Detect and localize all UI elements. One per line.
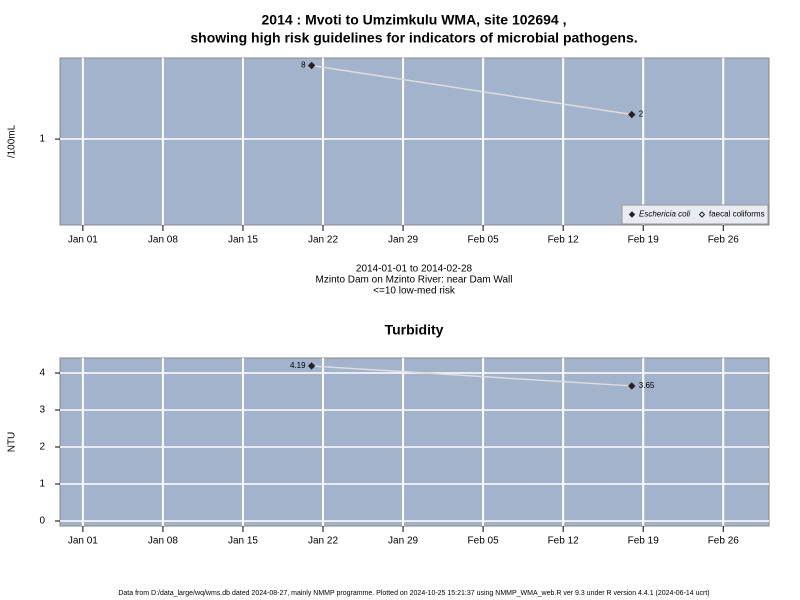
x-tick-label: Jan 01 [68, 536, 98, 547]
legend-marker [628, 211, 636, 218]
plot-area [59, 357, 770, 527]
y-tick-label: 2 [39, 442, 45, 453]
x-tick-label: Feb 12 [548, 235, 580, 246]
annotation: Mzinto Dam on Mzinto River: near Dam Wal… [316, 275, 513, 286]
data-point [307, 61, 316, 70]
x-tick-label: Feb 19 [628, 235, 660, 246]
annotation: <=10 low-med risk [373, 286, 456, 297]
x-tick-label: Feb 12 [548, 536, 580, 547]
data-point [628, 110, 636, 119]
series-line [311, 64, 632, 116]
legend-marker [698, 211, 706, 218]
plot-area [59, 57, 770, 226]
y-axis-label: /100mL [7, 124, 18, 158]
x-tick-label: Jan 15 [228, 536, 258, 547]
x-tick-label: Jan 22 [308, 536, 338, 547]
data-label: 4.19 [290, 361, 306, 370]
x-tick-label: Jan 15 [228, 235, 258, 246]
y-axis-label: NTU [7, 432, 18, 453]
data-point [628, 382, 636, 390]
series-line [311, 365, 632, 387]
annotation: 2014-01-01 to 2014-02-28 [356, 264, 473, 275]
y-tick-label: 1 [39, 479, 45, 490]
x-tick-label: Jan 29 [388, 235, 418, 246]
footer: Data from D:/data_large/wq/wms.db dated … [118, 590, 709, 597]
x-tick-label: Feb 26 [708, 536, 740, 547]
y-tick-label: 1 [39, 134, 45, 145]
legend-label: Eschericia coli [639, 210, 690, 219]
chart-title: showing high risk guidelines for indicat… [190, 30, 637, 46]
legend [621, 204, 769, 225]
x-tick-label: Jan 29 [388, 536, 418, 547]
y-tick-label: 0 [39, 516, 45, 527]
data-label: 3.65 [639, 381, 655, 390]
y-tick-label: 3 [39, 405, 45, 416]
x-tick-label: Feb 19 [628, 536, 660, 547]
x-tick-label: Jan 08 [148, 235, 178, 246]
data-label: 8 [301, 61, 306, 70]
x-tick-label: Jan 08 [148, 536, 178, 547]
legend-label: faecal coliforms [709, 210, 765, 219]
chart-title: 2014 : Mvoti to Umzimkulu WMA, site 1026… [262, 12, 567, 28]
data-label: 2 [639, 110, 644, 119]
x-tick-label: Feb 26 [708, 235, 740, 246]
x-tick-label: Feb 05 [468, 235, 500, 246]
y-tick-label: 4 [39, 368, 45, 379]
x-tick-label: Jan 22 [308, 235, 338, 246]
x-tick-label: Jan 01 [68, 235, 98, 246]
chart-title: Turbidity [385, 322, 444, 338]
x-tick-label: Feb 05 [468, 536, 500, 547]
data-point [307, 362, 316, 370]
